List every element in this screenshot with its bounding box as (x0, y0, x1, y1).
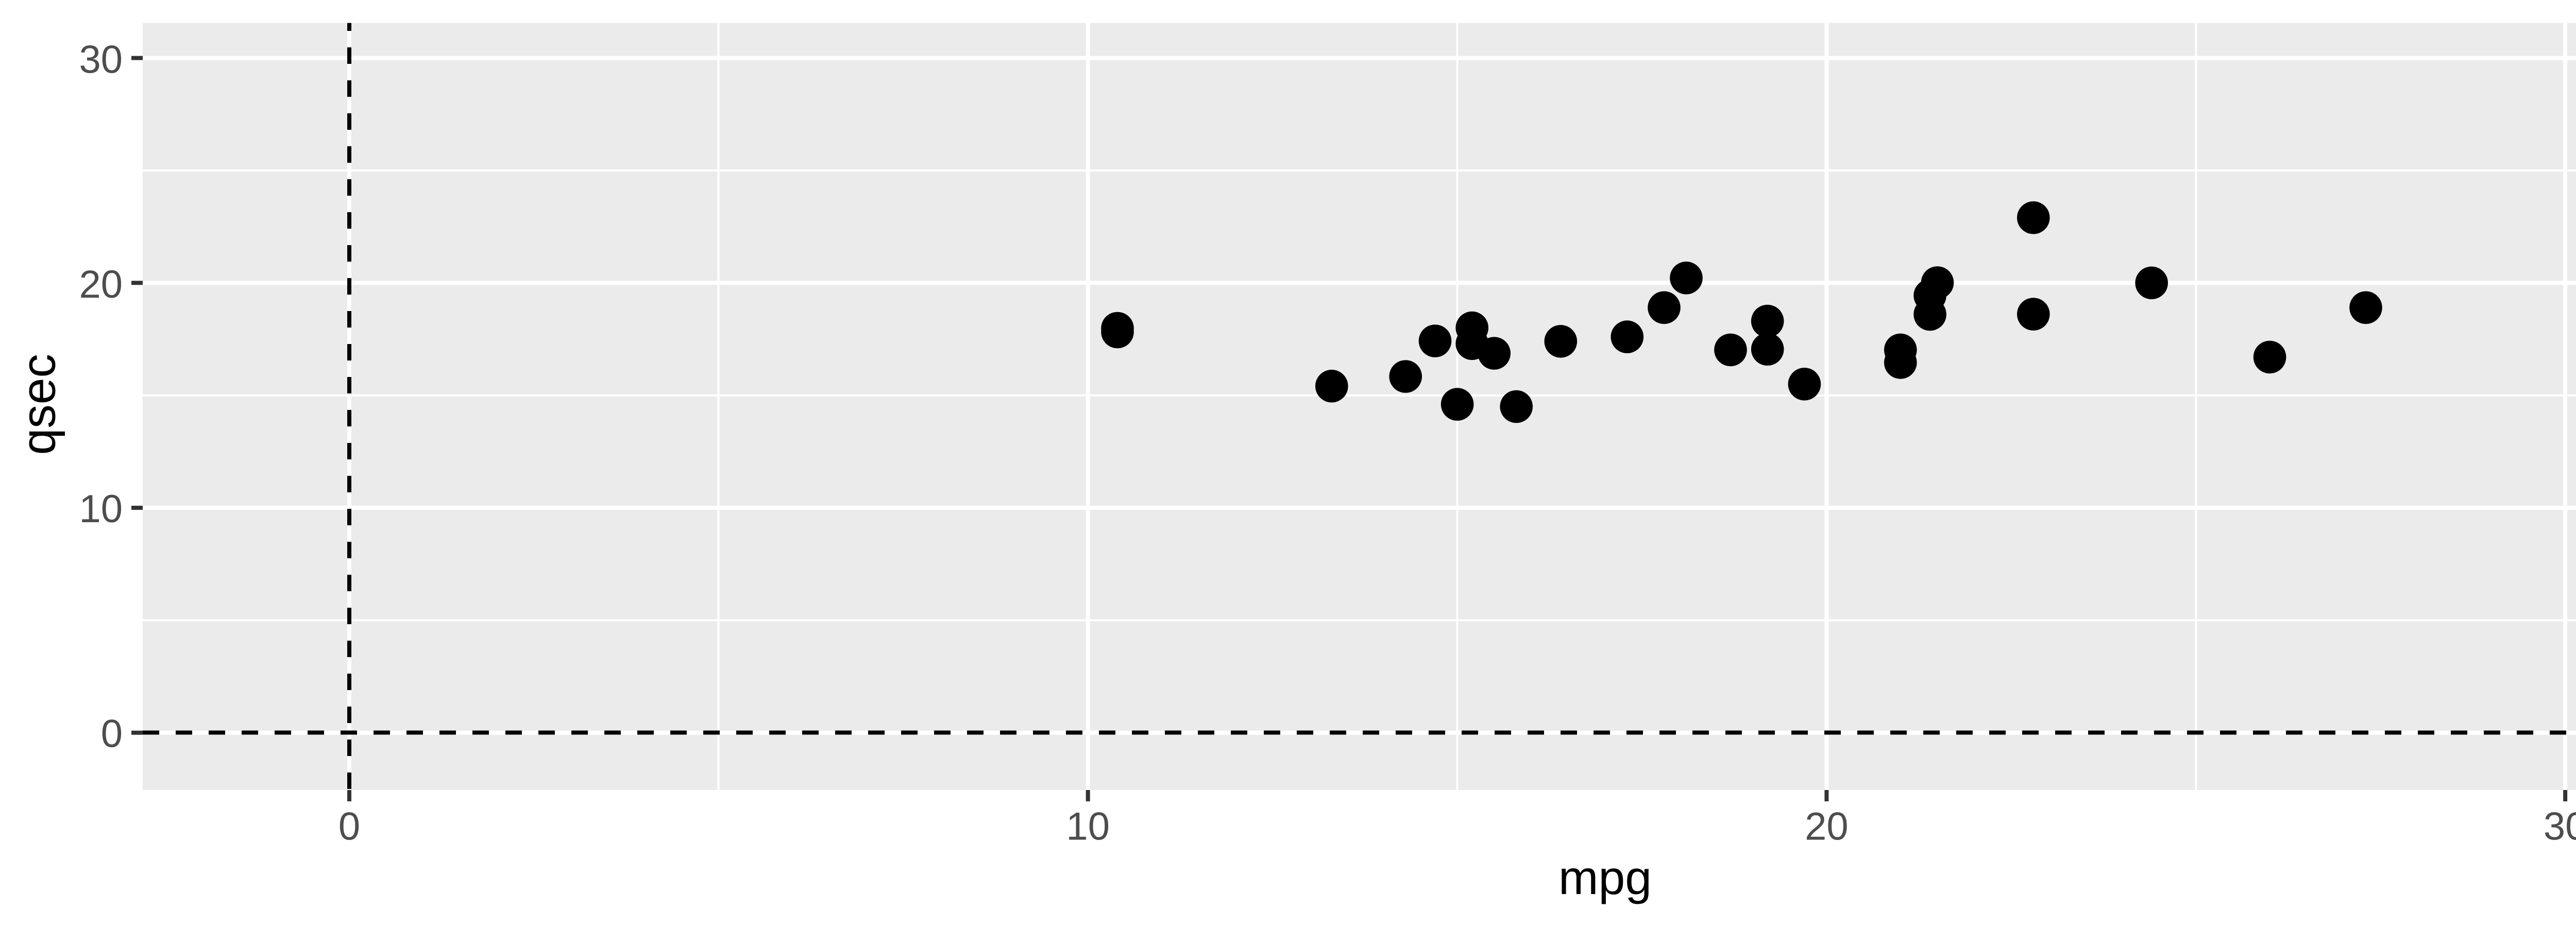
svg-text:qsec: qsec (11, 354, 65, 455)
svg-text:10: 10 (1066, 805, 1110, 849)
svg-text:0: 0 (338, 805, 360, 849)
svg-text:20: 20 (79, 263, 123, 306)
svg-text:0: 0 (101, 712, 123, 756)
svg-text:20: 20 (1805, 805, 1849, 849)
svg-text:30: 30 (79, 38, 123, 82)
svg-text:10: 10 (79, 487, 123, 531)
svg-text:30: 30 (2544, 805, 2576, 849)
svg-text:mpg: mpg (1558, 851, 1652, 904)
